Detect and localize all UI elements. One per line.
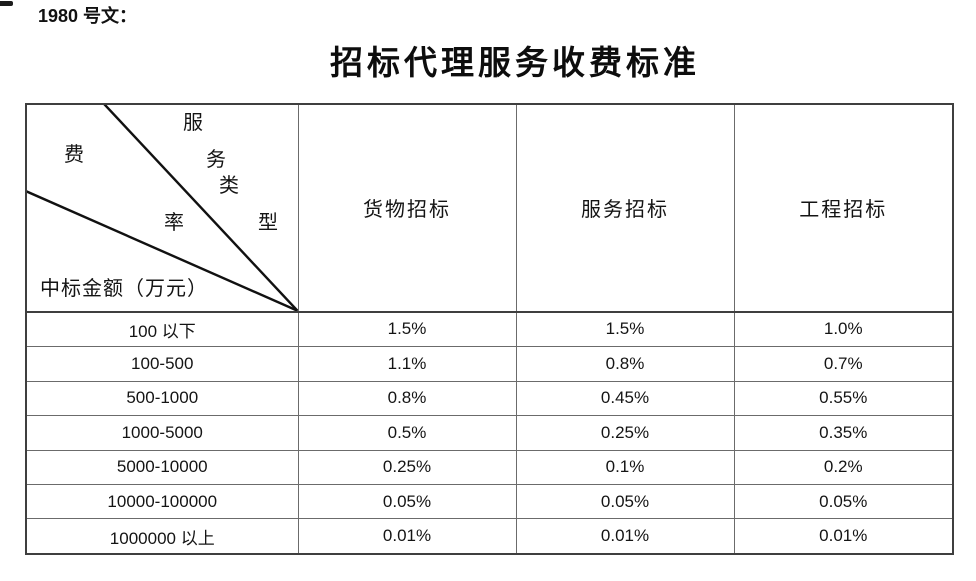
cell-engineering-rate: 0.2% bbox=[733, 449, 954, 486]
cell-service-rate: 0.05% bbox=[515, 484, 735, 520]
cell-goods-rate: 0.05% bbox=[297, 484, 517, 520]
diagonal-divider-lines bbox=[27, 105, 297, 310]
table-row: 5000-10000 0.25% 0.1% 0.2% bbox=[25, 449, 954, 486]
document-number: 1980 号文： bbox=[38, 6, 138, 26]
column-header-service: 服务招标 bbox=[515, 103, 735, 313]
cell-service-rate: 0.8% bbox=[515, 346, 735, 382]
row-label: 100-500 bbox=[25, 346, 299, 382]
fee-rate-char: 费 bbox=[64, 144, 84, 166]
table-row: 100-500 1.1% 0.8% 0.7% bbox=[25, 346, 954, 382]
cell-goods-rate: 0.5% bbox=[297, 415, 517, 451]
service-type-char: 务 bbox=[206, 149, 226, 171]
table-row: 500-1000 0.8% 0.45% 0.55% bbox=[25, 380, 954, 417]
cell-goods-rate: 1.5% bbox=[297, 311, 517, 348]
service-type-char: 类 bbox=[219, 175, 239, 197]
cell-service-rate: 0.01% bbox=[515, 518, 735, 555]
cell-service-rate: 0.25% bbox=[515, 415, 735, 451]
diagonal-line-upper bbox=[103, 105, 297, 310]
cell-engineering-rate: 0.35% bbox=[733, 415, 954, 451]
fee-standard-table: 服 费 务 类 率 型 中标金额（万元） 货物招标 服务招标 工程招标 100 … bbox=[25, 103, 954, 555]
row-label: 1000-5000 bbox=[25, 415, 299, 451]
diagonal-header-cell: 服 费 务 类 率 型 中标金额（万元） bbox=[25, 103, 299, 313]
cell-service-rate: 0.1% bbox=[515, 449, 735, 486]
cell-engineering-rate: 0.7% bbox=[733, 346, 954, 382]
service-type-char: 型 bbox=[258, 212, 278, 234]
cell-service-rate: 1.5% bbox=[515, 311, 735, 348]
cell-goods-rate: 0.8% bbox=[297, 380, 517, 417]
row-label: 100 以下 bbox=[25, 311, 299, 348]
row-label: 500-1000 bbox=[25, 380, 299, 417]
cell-goods-rate: 1.1% bbox=[297, 346, 517, 382]
table-row: 100 以下 1.5% 1.5% 1.0% bbox=[25, 311, 954, 348]
table-row: 1000-5000 0.5% 0.25% 0.35% bbox=[25, 415, 954, 451]
row-label: 10000-100000 bbox=[25, 484, 299, 520]
cell-goods-rate: 0.25% bbox=[297, 449, 517, 486]
service-type-char: 服 bbox=[183, 112, 203, 134]
column-header-goods: 货物招标 bbox=[297, 103, 517, 313]
cell-engineering-rate: 1.0% bbox=[733, 311, 954, 348]
amount-axis-label: 中标金额（万元） bbox=[40, 278, 208, 300]
cell-engineering-rate: 0.05% bbox=[733, 484, 954, 520]
fee-rate-char: 率 bbox=[164, 212, 184, 234]
table-row: 1000000 以上 0.01% 0.01% 0.01% bbox=[25, 518, 954, 555]
row-label: 1000000 以上 bbox=[25, 518, 299, 555]
page-title: 招标代理服务收费标准 bbox=[330, 46, 700, 82]
table-header-row: 服 费 务 类 率 型 中标金额（万元） 货物招标 服务招标 工程招标 bbox=[25, 103, 954, 313]
row-label: 5000-10000 bbox=[25, 449, 299, 486]
cell-service-rate: 0.45% bbox=[515, 380, 735, 417]
cell-engineering-rate: 0.55% bbox=[733, 380, 954, 417]
column-header-engineering: 工程招标 bbox=[733, 103, 954, 313]
corner-artifact-mark bbox=[0, 1, 13, 6]
table-row: 10000-100000 0.05% 0.05% 0.05% bbox=[25, 484, 954, 520]
diagonal-line-lower bbox=[27, 190, 297, 310]
cell-engineering-rate: 0.01% bbox=[733, 518, 954, 555]
cell-goods-rate: 0.01% bbox=[297, 518, 517, 555]
